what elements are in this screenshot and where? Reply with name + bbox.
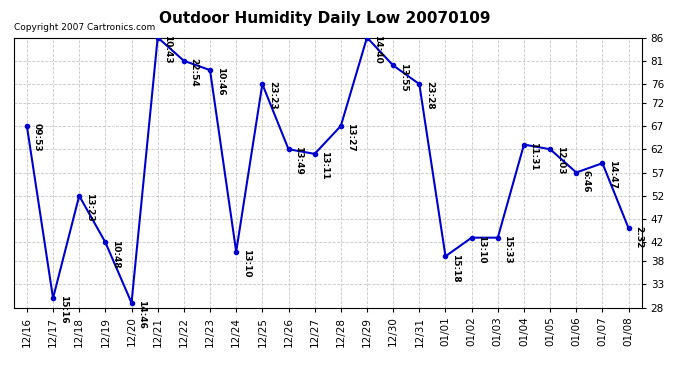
Text: 22:54: 22:54 bbox=[190, 58, 199, 87]
Text: 6:46: 6:46 bbox=[582, 170, 591, 192]
Text: 2:32: 2:32 bbox=[634, 226, 643, 248]
Text: 15:18: 15:18 bbox=[451, 254, 460, 282]
Text: Copyright 2007 Cartronics.com: Copyright 2007 Cartronics.com bbox=[14, 23, 155, 32]
Text: 11:31: 11:31 bbox=[529, 142, 538, 170]
Text: 13:55: 13:55 bbox=[399, 63, 408, 91]
Text: 13:10: 13:10 bbox=[477, 235, 486, 263]
Text: 10:46: 10:46 bbox=[215, 67, 224, 96]
Text: 10:48: 10:48 bbox=[111, 240, 120, 268]
Text: 14:46: 14:46 bbox=[137, 300, 146, 329]
Text: 10:43: 10:43 bbox=[164, 35, 172, 63]
Text: 15:33: 15:33 bbox=[504, 235, 513, 264]
Text: 13:27: 13:27 bbox=[346, 123, 355, 152]
Text: 23:28: 23:28 bbox=[425, 81, 434, 110]
Text: 13:23: 13:23 bbox=[85, 193, 94, 222]
Text: 13:49: 13:49 bbox=[294, 147, 303, 176]
Text: 23:23: 23:23 bbox=[268, 81, 277, 110]
Text: 09:53: 09:53 bbox=[32, 123, 41, 152]
Text: 13:11: 13:11 bbox=[320, 151, 329, 180]
Text: 14:40: 14:40 bbox=[373, 35, 382, 63]
Text: 12:03: 12:03 bbox=[555, 147, 564, 175]
Text: 13:10: 13:10 bbox=[241, 249, 250, 278]
Text: 14:47: 14:47 bbox=[608, 160, 617, 189]
Text: 15:16: 15:16 bbox=[59, 296, 68, 324]
Text: Outdoor Humidity Daily Low 20070109: Outdoor Humidity Daily Low 20070109 bbox=[159, 11, 490, 26]
